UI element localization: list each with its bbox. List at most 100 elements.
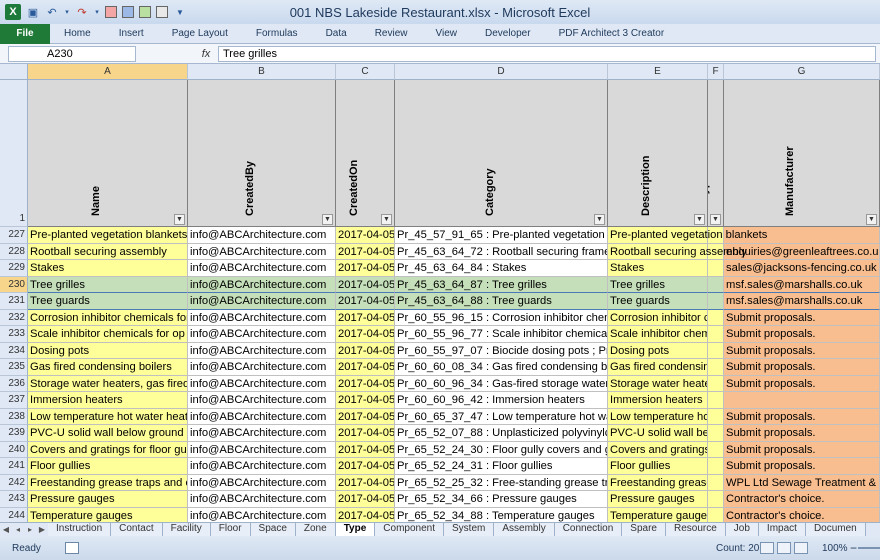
cell-col-c-236[interactable]: 2017-04-05T <box>336 375 395 392</box>
tab-page-layout[interactable]: Page Layout <box>171 28 228 39</box>
tab-pdf-architect[interactable]: PDF Architect 3 Creator <box>558 28 665 39</box>
row-header-230[interactable]: 230 <box>0 276 28 293</box>
macro-record-icon[interactable] <box>64 542 79 554</box>
row-header-235[interactable]: 235 <box>0 359 28 376</box>
sheet-tab-facility[interactable]: Facility <box>162 523 211 536</box>
normal-view-icon[interactable] <box>760 542 774 554</box>
row-header-234[interactable]: 234 <box>0 342 28 359</box>
cell-col-a-228[interactable]: Rootball securing assembly <box>28 243 188 260</box>
column-header-e[interactable]: E <box>608 64 708 80</box>
cell-col-f-240[interactable] <box>708 441 724 458</box>
sheet-tab-connection[interactable]: Connection <box>554 523 623 536</box>
next-sheet-icon[interactable]: ▸ <box>27 525 32 534</box>
cell-col-g-238[interactable]: Submit proposals. <box>724 408 880 425</box>
header-cell-col-c[interactable]: CreatedOn ▼ <box>336 80 395 227</box>
row-header-240[interactable]: 240 <box>0 441 28 458</box>
prev-sheet-icon[interactable]: ◂ <box>15 525 20 534</box>
cell-col-a-232[interactable]: Corrosion inhibitor chemicals for <box>28 309 188 326</box>
page-layout-view-icon[interactable] <box>777 542 791 554</box>
cell-col-g-235[interactable]: Submit proposals. <box>724 359 880 376</box>
row-header-243[interactable]: 243 <box>0 491 28 508</box>
cell-col-b-236[interactable]: info@ABCArchitecture.com <box>188 375 336 392</box>
sheet-tab-spare[interactable]: Spare <box>622 523 666 536</box>
cell-col-a-238[interactable]: Low temperature hot water heat <box>28 408 188 425</box>
filter-dropdown-icon[interactable]: ▼ <box>381 214 392 225</box>
cell-col-f-242[interactable] <box>708 474 724 491</box>
tab-review[interactable]: Review <box>374 28 408 39</box>
filter-dropdown-icon[interactable]: ▼ <box>866 214 877 225</box>
cell-col-g-237[interactable] <box>724 392 880 409</box>
cell-col-f-233[interactable] <box>708 326 724 343</box>
cell-col-a-243[interactable]: Pressure gauges <box>28 491 188 508</box>
fill-green-button[interactable] <box>139 6 151 18</box>
cell-col-a-242[interactable]: Freestanding grease traps and c <box>28 474 188 491</box>
header-cell-col-a[interactable]: Name ▼ <box>28 80 188 227</box>
cell-col-e-237[interactable]: Immersion heaters <box>608 392 708 409</box>
sheet-tab-zone[interactable]: Zone <box>295 523 336 536</box>
row-header-242[interactable]: 242 <box>0 474 28 491</box>
cell-col-f-244[interactable] <box>708 507 724 522</box>
cell-col-f-236[interactable] <box>708 375 724 392</box>
sheet-tab-impact[interactable]: Impact <box>758 523 806 536</box>
cell-col-d-239[interactable]: Pr_65_52_07_88 : Unplasticized polyvinyl… <box>395 425 608 442</box>
cell-col-c-235[interactable]: 2017-04-05T <box>336 359 395 376</box>
row-header-232[interactable]: 232 <box>0 309 28 326</box>
redo-icon[interactable]: ↷ <box>77 6 87 19</box>
cell-col-b-244[interactable]: info@ABCArchitecture.com <box>188 507 336 522</box>
cell-col-e-235[interactable]: Gas fired condensing boilers <box>608 359 708 376</box>
column-header-a[interactable]: A <box>28 64 188 80</box>
header-cell-col-b[interactable]: CreatedBy ▼ <box>188 80 336 227</box>
cell-col-b-239[interactable]: info@ABCArchitecture.com <box>188 425 336 442</box>
cell-col-c-229[interactable]: 2017-04-05T <box>336 260 395 277</box>
cell-col-d-231[interactable]: Pr_45_63_64_88 : Tree guards <box>395 293 608 310</box>
filter-dropdown-icon[interactable]: ▼ <box>322 214 333 225</box>
cell-col-d-242[interactable]: Pr_65_52_25_32 : Free-standing grease tr… <box>395 474 608 491</box>
cell-col-a-229[interactable]: Stakes <box>28 260 188 277</box>
cell-col-f-241[interactable] <box>708 458 724 475</box>
filter-dropdown-icon[interactable]: ▼ <box>174 214 185 225</box>
fill-blue-button[interactable] <box>122 6 134 18</box>
cell-col-b-232[interactable]: info@ABCArchitecture.com <box>188 309 336 326</box>
cell-col-a-231[interactable]: Tree guards <box>28 293 188 310</box>
cell-col-g-233[interactable]: Submit proposals. <box>724 326 880 343</box>
cell-col-e-244[interactable]: Temperature gauges <box>608 507 708 522</box>
filter-dropdown-icon[interactable]: ▼ <box>694 214 705 225</box>
customize-toolbar-icon[interactable]: ▼ <box>176 7 184 17</box>
fill-none-button[interactable] <box>156 6 168 18</box>
cell-col-c-239[interactable]: 2017-04-05T <box>336 425 395 442</box>
row-header-244[interactable]: 244 <box>0 507 28 522</box>
cell-col-b-235[interactable]: info@ABCArchitecture.com <box>188 359 336 376</box>
cell-col-f-239[interactable] <box>708 425 724 442</box>
cell-col-c-241[interactable]: 2017-04-05T <box>336 458 395 475</box>
cell-col-e-233[interactable]: Scale inhibitor chemicals <box>608 326 708 343</box>
cell-col-b-233[interactable]: info@ABCArchitecture.com <box>188 326 336 343</box>
zoom-slider[interactable] <box>858 547 880 549</box>
cell-col-e-227[interactable]: Pre-planted vegetation blankets <box>608 227 767 244</box>
cell-col-g-239[interactable]: Submit proposals. <box>724 425 880 442</box>
cell-col-b-229[interactable]: info@ABCArchitecture.com <box>188 260 336 277</box>
row-header-229[interactable]: 229 <box>0 260 28 277</box>
cell-col-b-243[interactable]: info@ABCArchitecture.com <box>188 491 336 508</box>
cell-col-d-238[interactable]: Pr_60_65_37_47 : Low temperature hot wat… <box>395 408 608 425</box>
cell-col-c-227[interactable]: 2017-04-05T <box>336 227 395 244</box>
cell-col-b-230[interactable]: info@ABCArchitecture.com <box>188 276 336 293</box>
cell-col-e-232[interactable]: Corrosion inhibitor chemicals <box>608 309 708 326</box>
zoom-level[interactable]: 100% <box>822 542 848 554</box>
cell-col-d-227[interactable]: Pr_45_57_91_65 : Pre-planted vegetation … <box>395 227 608 244</box>
row-header-236[interactable]: 236 <box>0 375 28 392</box>
row-header-239[interactable]: 239 <box>0 425 28 442</box>
cell-col-a-233[interactable]: Scale inhibitor chemicals for op <box>28 326 188 343</box>
cell-col-e-243[interactable]: Pressure gauges <box>608 491 708 508</box>
fill-red-button[interactable] <box>105 6 117 18</box>
zoom-out-button[interactable]: − <box>850 541 858 555</box>
cell-col-e-230[interactable]: Tree grilles <box>608 276 708 293</box>
cell-col-c-244[interactable]: 2017-04-05T <box>336 507 395 522</box>
cell-col-e-228[interactable]: Rootball securing assembly <box>608 243 747 260</box>
cell-col-f-243[interactable] <box>708 491 724 508</box>
formula-input[interactable]: Tree grilles <box>218 45 876 62</box>
cell-col-c-242[interactable]: 2017-04-05T <box>336 474 395 491</box>
cell-col-e-240[interactable]: Covers and gratings for floor <box>608 441 708 458</box>
row-header-227[interactable]: 227 <box>0 227 28 244</box>
cell-col-f-229[interactable] <box>708 260 724 277</box>
cell-col-a-239[interactable]: PVC-U solid wall below ground <box>28 425 188 442</box>
